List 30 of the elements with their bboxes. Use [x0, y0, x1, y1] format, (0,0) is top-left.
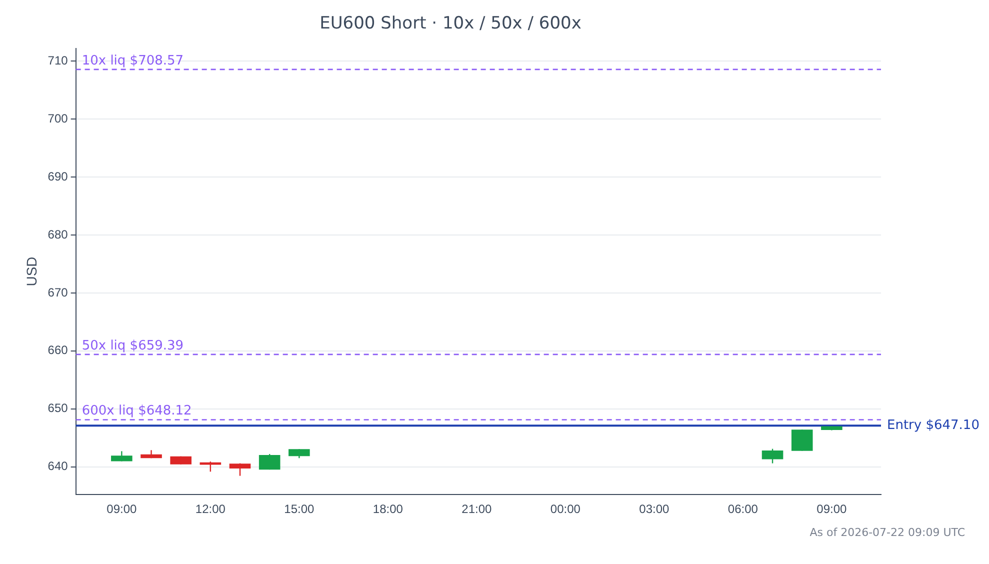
ref-line-label: 50x liq $659.39: [82, 338, 184, 354]
candlestick: [791, 429, 813, 452]
x-tick-label: 18:00: [372, 502, 404, 516]
y-tick-label: 640: [48, 459, 68, 474]
x-tick-label: 15:00: [284, 502, 315, 516]
x-tick-label: 09:00: [106, 502, 138, 516]
y-tick-label: 670: [48, 285, 68, 300]
candlestick: [288, 448, 310, 459]
candlestick: [258, 453, 280, 470]
x-tick-label: 09:00: [816, 502, 848, 516]
x-tick-label: 00:00: [550, 502, 581, 516]
chart-title: EU600 Short · 10x / 50x / 600x: [320, 14, 582, 34]
x-tick-label: 21:00: [462, 502, 492, 516]
y-tick-label: 710: [48, 53, 68, 68]
ref-line-label: 10x liq $708.57: [82, 53, 184, 68]
x-tick-label: 03:00: [639, 502, 670, 516]
y-tick-label: 650: [48, 401, 68, 416]
y-tick-label: 660: [48, 343, 68, 358]
y-axis-title: USD: [23, 256, 40, 286]
y-tick-label: 690: [48, 169, 68, 184]
candlestick: [229, 462, 251, 476]
candlestick: [111, 450, 132, 462]
ref-line-label: Entry $647.10: [887, 418, 980, 434]
y-tick-label: 680: [48, 227, 68, 242]
y-tick-label: 700: [48, 111, 68, 126]
text: As of 2026-07-22 09:09 UTC: [810, 526, 965, 539]
x-tick-label: 06:00: [728, 502, 758, 516]
x-tick-label: 12:00: [195, 502, 226, 516]
ref-line-label: 600x liq $648.12: [82, 404, 192, 419]
candlestick: [762, 448, 784, 464]
